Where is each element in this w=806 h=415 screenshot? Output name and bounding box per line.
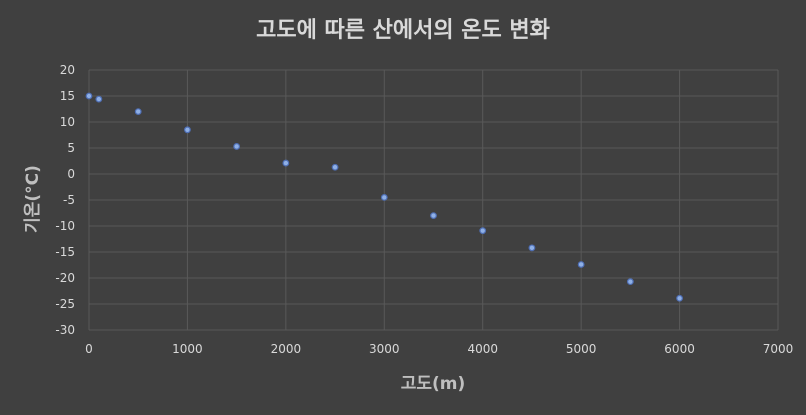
x-tick-label: 0	[85, 342, 93, 356]
y-tick-label: -5	[63, 193, 75, 207]
data-point	[233, 143, 241, 150]
data-point	[95, 95, 103, 103]
x-tick-label: 5000	[566, 342, 597, 356]
x-tick-label: 4000	[467, 342, 498, 356]
gridlines	[88, 69, 779, 331]
data-point	[85, 92, 93, 100]
y-tick-label: 5	[67, 141, 75, 155]
x-tick-label: 1000	[172, 342, 203, 356]
data-point	[331, 163, 339, 171]
chart-title: 고도에 따른 산에서의 온도 변화	[256, 18, 550, 43]
y-tick-label: -30	[55, 323, 75, 337]
data-point	[577, 261, 585, 268]
data-point	[380, 193, 388, 201]
x-axis-ticks: 0 1000 2000 3000 4000 5000 6000 7000	[85, 342, 793, 356]
y-tick-label: 15	[60, 89, 75, 103]
x-axis-title: 고도(m)	[401, 374, 466, 394]
y-tick-label: -20	[55, 271, 75, 285]
data-point	[676, 294, 683, 302]
data-point	[134, 108, 142, 115]
y-tick-label: 0	[67, 167, 75, 181]
x-tick-label: 3000	[369, 342, 400, 356]
data-point	[184, 126, 191, 134]
y-axis-title: 기온(°C)	[23, 165, 43, 233]
x-tick-label: 7000	[763, 342, 794, 356]
y-tick-label: 20	[60, 63, 75, 77]
data-point	[626, 278, 634, 286]
data-point	[430, 212, 437, 220]
y-tick-label: 10	[60, 115, 75, 129]
data-points	[85, 92, 683, 302]
data-point	[528, 244, 536, 252]
y-tick-label: -25	[55, 297, 75, 311]
x-tick-label: 6000	[664, 342, 695, 356]
y-tick-label: -10	[55, 219, 75, 233]
data-point	[282, 159, 290, 167]
y-axis-ticks: 20 15 10 5 0 -5 -10 -15 -20 -25 -30	[55, 63, 75, 337]
y-tick-label: -15	[55, 245, 75, 259]
x-tick-label: 2000	[271, 342, 302, 356]
data-point	[479, 227, 487, 235]
